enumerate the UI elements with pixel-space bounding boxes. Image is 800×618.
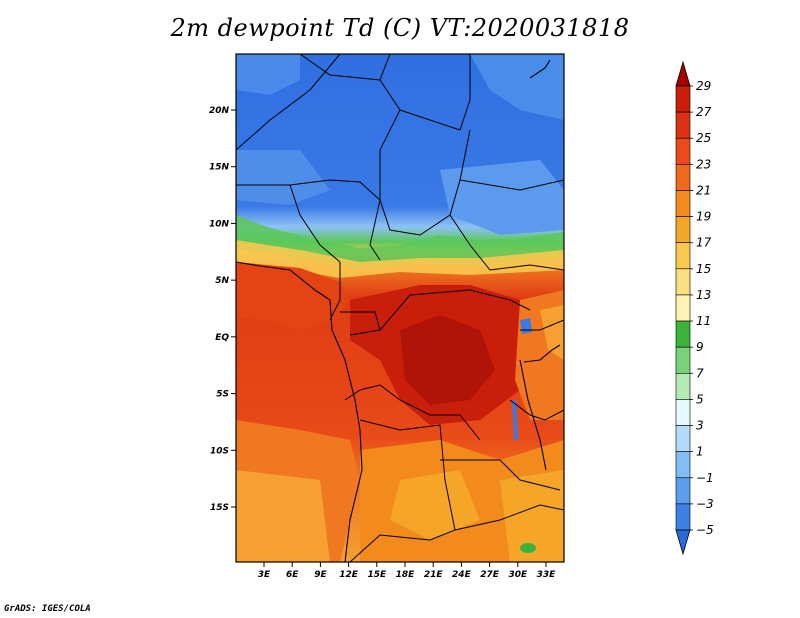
lon-tick-label: 18E — [396, 570, 416, 580]
colorbar-box — [675, 451, 691, 479]
lon-tick-label: 30E — [508, 570, 528, 580]
colorbar-box — [675, 477, 691, 505]
colorbar-box — [675, 216, 691, 244]
colorbar-label: 13 — [696, 288, 711, 302]
colorbar-label: 29 — [696, 79, 711, 93]
lat-tick-label: 5S — [216, 390, 229, 400]
colorbar-label: −1 — [696, 471, 714, 485]
colorbar-label: −3 — [696, 497, 714, 511]
colorbar-box — [675, 242, 691, 270]
colorbar-label: 5 — [696, 392, 704, 406]
colorbar-box — [675, 399, 691, 426]
longitude-axis: 3E 6E 9E 12E 15E 18E 21E 24E 27E 30E 33E — [258, 562, 556, 580]
lat-tick-label: 5N — [215, 276, 229, 286]
colorbar-label: 25 — [696, 131, 711, 145]
lon-tick-label: 27E — [480, 570, 500, 580]
latitude-axis: 20N 15N 10N 5N EQ 5S 10S 15S — [209, 106, 236, 513]
colorbar-box — [675, 85, 691, 113]
dewpoint-field — [236, 54, 564, 562]
colorbar-box — [675, 111, 691, 139]
lat-tick-label: 10S — [210, 446, 229, 456]
colorbar-label: 9 — [696, 340, 704, 354]
colorbar-box — [675, 164, 691, 191]
colorbar-top-arrow — [675, 60, 691, 87]
lon-tick-label: 3E — [258, 570, 271, 580]
colorbar-label: 17 — [696, 236, 712, 250]
coastlines — [236, 59, 561, 562]
colorbar-label: 27 — [696, 105, 712, 119]
lat-tick-label: 15N — [209, 163, 230, 173]
lat-tick-label: 15S — [210, 503, 229, 513]
colorbar-box — [675, 372, 691, 400]
colorbar-box — [675, 320, 691, 348]
colorbar-label: 7 — [696, 366, 704, 380]
colorbar: 29 27 25 23 21 19 17 15 13 11 9 7 5 3 1 −1 −3 −5 — [675, 60, 714, 556]
colorbar-label: 21 — [696, 183, 711, 197]
colorbar-label: −5 — [696, 523, 714, 537]
lon-tick-label: 24E — [452, 570, 472, 580]
colorbar-box — [675, 503, 691, 531]
map-border — [235, 53, 565, 563]
chart-title: 2m dewpoint Td (C) VT:2020031818 — [170, 14, 630, 42]
colorbar-box — [675, 294, 691, 322]
colorbar-label: 11 — [696, 314, 711, 328]
country-borders — [236, 54, 564, 562]
lon-tick-label: 21E — [424, 570, 444, 580]
colorbar-label: 3 — [696, 419, 704, 433]
colorbar-box — [675, 190, 691, 217]
colorbar-bottom-arrow — [675, 529, 691, 556]
lon-tick-label: 12E — [339, 570, 359, 580]
colorbar-label: 19 — [696, 210, 711, 224]
lat-tick-label: EQ — [215, 333, 229, 343]
lon-tick-label: 15E — [367, 570, 387, 580]
colorbar-label: 15 — [696, 262, 711, 276]
colorbar-box — [675, 137, 691, 165]
lat-tick-label: 20N — [209, 106, 230, 116]
colorbar-label: 1 — [696, 445, 704, 459]
colorbar-box — [675, 425, 691, 452]
lon-tick-label: 6E — [286, 570, 299, 580]
grads-credit: GrADS: IGES/COLA — [4, 604, 91, 614]
lat-tick-label: 10N — [209, 219, 230, 229]
lon-tick-label: 33E — [537, 570, 557, 580]
colorbar-box — [675, 346, 691, 374]
colorbar-label: 23 — [696, 157, 711, 171]
colorbar-box — [675, 268, 691, 296]
lon-tick-label: 9E — [314, 570, 327, 580]
